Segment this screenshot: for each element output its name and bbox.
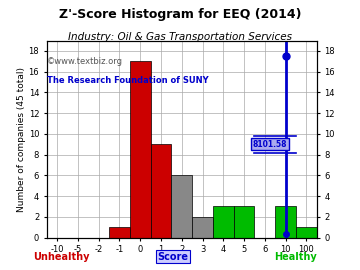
Bar — [171, 175, 192, 238]
Bar — [192, 217, 213, 238]
Bar — [275, 207, 296, 238]
Bar — [130, 61, 150, 238]
Bar — [109, 227, 130, 238]
Y-axis label: Number of companies (45 total): Number of companies (45 total) — [17, 66, 26, 212]
Bar — [234, 207, 255, 238]
Text: Healthy: Healthy — [274, 252, 316, 262]
Text: Z'-Score Histogram for EEQ (2014): Z'-Score Histogram for EEQ (2014) — [59, 8, 301, 21]
Text: ©www.textbiz.org: ©www.textbiz.org — [47, 57, 123, 66]
Text: The Research Foundation of SUNY: The Research Foundation of SUNY — [47, 76, 208, 85]
Text: 8101.58: 8101.58 — [253, 140, 287, 149]
Bar — [296, 227, 317, 238]
Bar — [150, 144, 171, 238]
Text: Unhealthy: Unhealthy — [33, 252, 89, 262]
Text: Industry: Oil & Gas Transportation Services: Industry: Oil & Gas Transportation Servi… — [68, 32, 292, 42]
Text: Score: Score — [157, 252, 188, 262]
Bar — [213, 207, 234, 238]
